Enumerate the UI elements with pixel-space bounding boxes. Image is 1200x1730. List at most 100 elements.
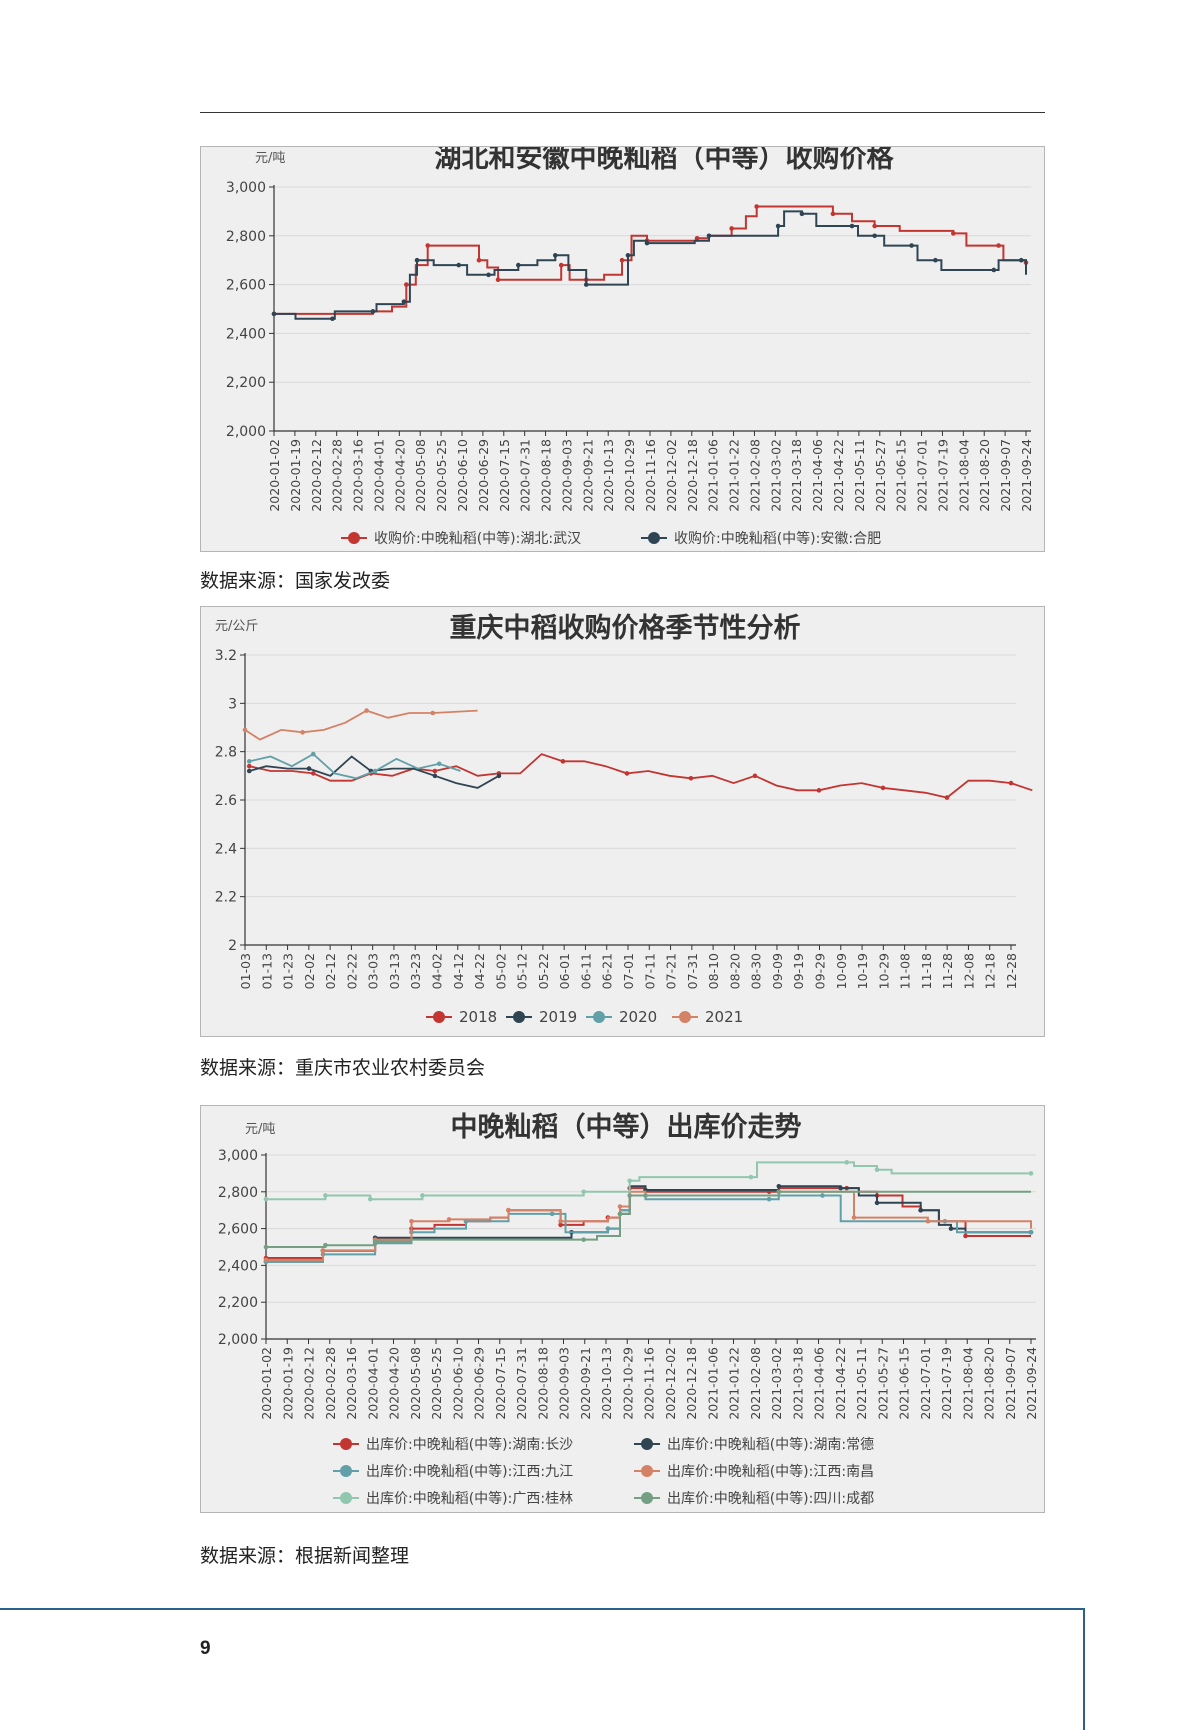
y-tick-label: 2.8 (215, 745, 237, 761)
data-point (300, 730, 305, 735)
data-point (310, 771, 316, 776)
data-point (372, 1239, 378, 1244)
x-tick-label: 2021-09-07 (1003, 1347, 1018, 1420)
x-tick-label: 10-19 (855, 953, 870, 989)
chart-hubei-anhui-purchase-price: 湖北和安徽中晚籼稻（中等）收购价格 元/吨 3,000 2,800 2,600 2,400… (200, 146, 1045, 552)
x-tick-label: 02-02 (302, 953, 317, 989)
data-point (933, 257, 938, 263)
x-tick-label: 2020-07-31 (514, 1347, 529, 1420)
data-point (849, 223, 855, 229)
legend-marker (593, 1011, 605, 1023)
data-point (816, 788, 822, 793)
y-tick-label: 2,200 (218, 1295, 258, 1311)
x-tick-label: 2021-02-08 (748, 1347, 763, 1420)
data-point (605, 1226, 611, 1231)
x-tick-label: 2021-08-04 (956, 439, 971, 512)
data-point (560, 759, 566, 764)
data-point (872, 233, 877, 239)
x-tick-label: 2021-03-02 (769, 1347, 784, 1420)
x-tick-label: 2020-11-16 (642, 1347, 657, 1420)
x-tick-label: 03-03 (366, 953, 381, 989)
data-point (874, 1200, 880, 1206)
data-point (776, 1183, 782, 1189)
y-tick-label: 2.6 (215, 793, 237, 809)
data-point (996, 243, 1001, 248)
data-point (729, 226, 734, 231)
x-tick-label: 2021-03-18 (790, 1347, 805, 1420)
chart-chongqing-seasonal: 重庆中稻收购价格季节性分析 元/公斤 3.2 3 2.8 2.6 2.4 2.2 2 01-03 0… (200, 606, 1045, 1037)
x-tick-label: 07-21 (664, 953, 679, 989)
x-tick-label: 2021-09-07 (998, 439, 1013, 512)
data-point (506, 1207, 511, 1213)
data-point (476, 257, 482, 263)
y-tick-label: 2,000 (226, 424, 266, 440)
x-tick-label: 2020-04-20 (392, 439, 407, 512)
x-tick-label: 07-11 (642, 953, 657, 989)
y-tick-label: 3 (228, 696, 237, 712)
data-point (706, 233, 712, 239)
chart-3-svg: 中晚籼稻（中等）出库价走势 元/吨 3,000 2,800 2,600 2,400 2,20… (218, 1111, 1039, 1507)
data-point (925, 1218, 931, 1224)
chart-outbound-price-trend: 中晚籼稻（中等）出库价走势 元/吨 3,000 2,800 2,600 2,400 2,20… (200, 1105, 1045, 1513)
x-tick-label: 2021-02-08 (747, 439, 762, 512)
data-point (401, 299, 407, 304)
x-tick-label: 03-13 (387, 953, 402, 989)
legend-marker (641, 1438, 653, 1450)
x-tick-label: 12-08 (961, 953, 976, 989)
x-tick-label: 2021-07-01 (918, 1347, 933, 1420)
legend-label: 出库价:中晚籼稻(中等):湖南:长沙 (366, 1436, 573, 1453)
legend-label: 出库价:中晚籼稻(中等):江西:南昌 (667, 1463, 874, 1480)
x-tick-label: 01-13 (259, 953, 274, 989)
x-tick-label: 2020-07-15 (493, 1347, 508, 1420)
data-point (627, 1178, 633, 1184)
x-tick-label: 2021-07-01 (915, 439, 930, 512)
header-rule (200, 112, 1045, 113)
series-line (249, 753, 1033, 799)
data-point (430, 710, 436, 716)
legend-label: 2020 (619, 1008, 657, 1026)
x-tick-label: 2020-05-08 (408, 1347, 423, 1420)
x-tick-label: 07-31 (685, 953, 700, 989)
x-tick-label: 01-23 (281, 953, 296, 989)
x-tick-label: 09-29 (813, 953, 828, 989)
x-tick-label: 2020-12-18 (685, 439, 700, 512)
legend-marker (433, 1011, 445, 1023)
x-tick-label: 11-08 (898, 953, 913, 989)
data-point (246, 759, 252, 764)
y-tick-label: 2,400 (226, 326, 266, 342)
data-point (496, 773, 502, 779)
x-tick-label: 2020-03-16 (351, 439, 366, 512)
data-point (414, 257, 420, 263)
x-tick-label: 2021-08-20 (982, 1347, 997, 1420)
x-tick-label: 2020-11-16 (643, 439, 658, 512)
data-point (880, 785, 886, 791)
data-point (263, 1244, 269, 1250)
data-point (310, 751, 316, 757)
x-tick-label: 2021-01-06 (706, 439, 721, 512)
x-tick-label: 2021-06-15 (894, 439, 909, 512)
data-point (372, 768, 378, 774)
y-tick-label: 2,000 (218, 1332, 258, 1348)
data-point (644, 240, 650, 246)
y-tick-label: 3.2 (215, 648, 237, 664)
legend-marker (340, 1465, 352, 1477)
legend-label: 出库价:中晚籼稻(中等):湖南:常德 (667, 1436, 874, 1453)
chart-3-source: 数据来源：根据新闻整理 (200, 1545, 410, 1567)
data-point (748, 1174, 754, 1180)
chart-2-source: 数据来源：重庆市农业农村委员会 (200, 1057, 486, 1079)
legend-marker (513, 1011, 525, 1023)
x-tick-label: 2020-02-12 (302, 1347, 317, 1420)
data-point (242, 727, 248, 733)
data-point (516, 262, 521, 268)
data-point (754, 204, 759, 209)
x-tick-label: 2020-07-15 (497, 439, 512, 512)
data-point (851, 1215, 857, 1220)
x-tick-label: 2021-01-22 (727, 439, 742, 512)
x-tick-label: 12-18 (983, 953, 998, 989)
x-tick-label: 09-09 (770, 953, 785, 989)
legend-label: 出库价:中晚籼稻(中等):四川:成都 (667, 1490, 874, 1507)
x-tick-label: 2020-09-21 (578, 1347, 593, 1420)
data-point (486, 272, 491, 278)
x-tick-label: 2021-06-15 (897, 1347, 912, 1420)
data-point (918, 1207, 923, 1213)
